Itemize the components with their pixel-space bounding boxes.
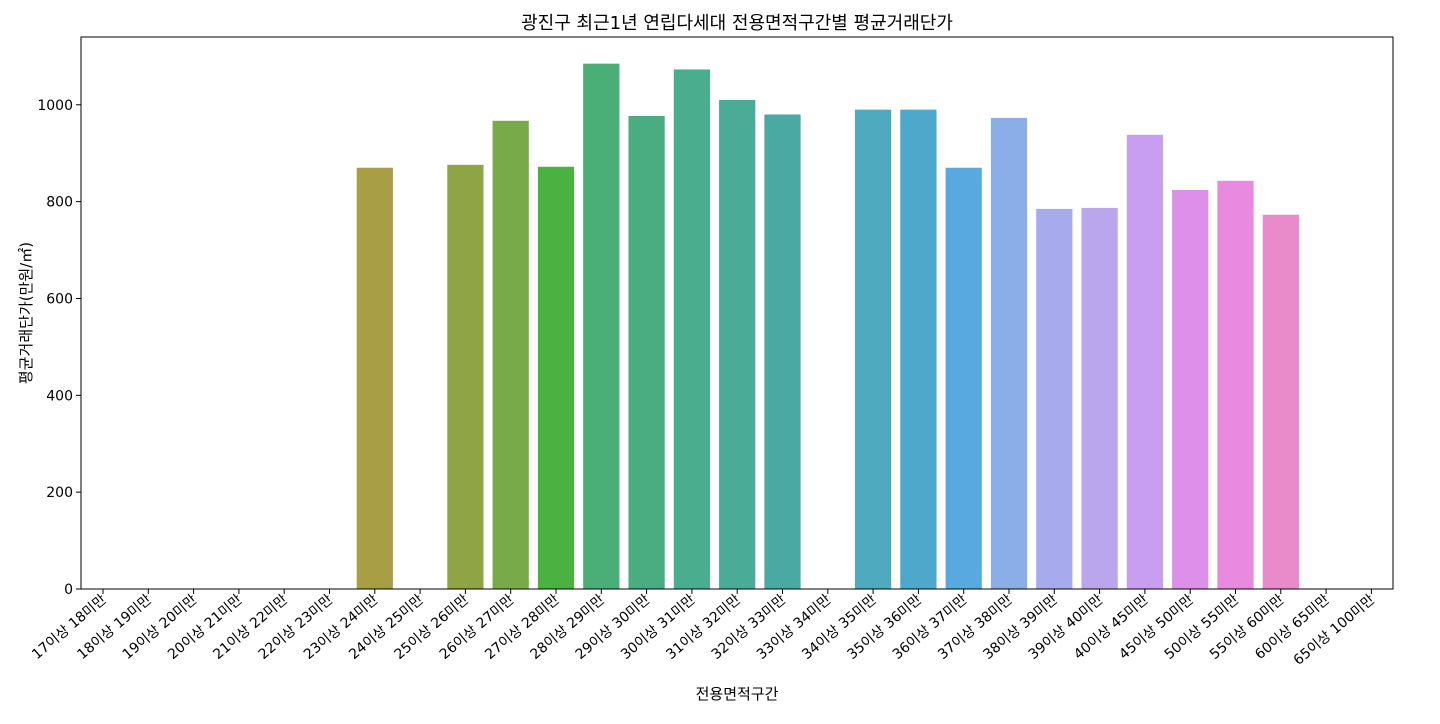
y-axis-label: 평균거래단가(만원/㎡) (17, 242, 35, 384)
bar-16 (764, 114, 800, 589)
bar-22 (1036, 209, 1072, 589)
y-tick-label-1: 0 (64, 582, 73, 598)
y-tick-label-5: 800 (46, 195, 73, 211)
y-tick-label-4: 600 (46, 291, 73, 307)
bar-27 (1263, 215, 1299, 589)
bar-11 (538, 167, 574, 589)
x-axis: 17이상 18미만18이상 19미만19이상 20미만20이상 21미만21이상… (29, 589, 1378, 669)
bar-23 (1081, 208, 1117, 589)
y-tick-label-2: 200 (46, 485, 73, 501)
x-tick-label-1: 17이상 18미만 (29, 592, 110, 663)
bars-group (357, 64, 1299, 589)
bar-12 (583, 64, 619, 589)
y-tick-label-3: 400 (46, 388, 73, 404)
y-tick-label-6: 1000 (37, 98, 73, 114)
bar-19 (900, 110, 936, 589)
y-axis: 0 200 400 600 800 1000 (37, 98, 81, 598)
bar-9 (447, 165, 483, 589)
chart-title: 광진구 최근1년 연립다세대 전용면적구간별 평균거래단가 (521, 13, 953, 34)
bar-26 (1217, 181, 1253, 589)
bar-24 (1127, 135, 1163, 589)
bar-10 (493, 121, 529, 589)
bar-18 (855, 110, 891, 589)
bar-20 (946, 168, 982, 589)
x-axis-label: 전용면적구간 (696, 685, 779, 703)
bar-13 (628, 116, 664, 589)
bar-21 (991, 118, 1027, 589)
bar-7 (357, 168, 393, 589)
bar-15 (719, 100, 755, 589)
bar-25 (1172, 190, 1208, 589)
bar-14 (674, 69, 710, 589)
x-tick-label-29: 65이상 100미만 (1291, 592, 1378, 669)
